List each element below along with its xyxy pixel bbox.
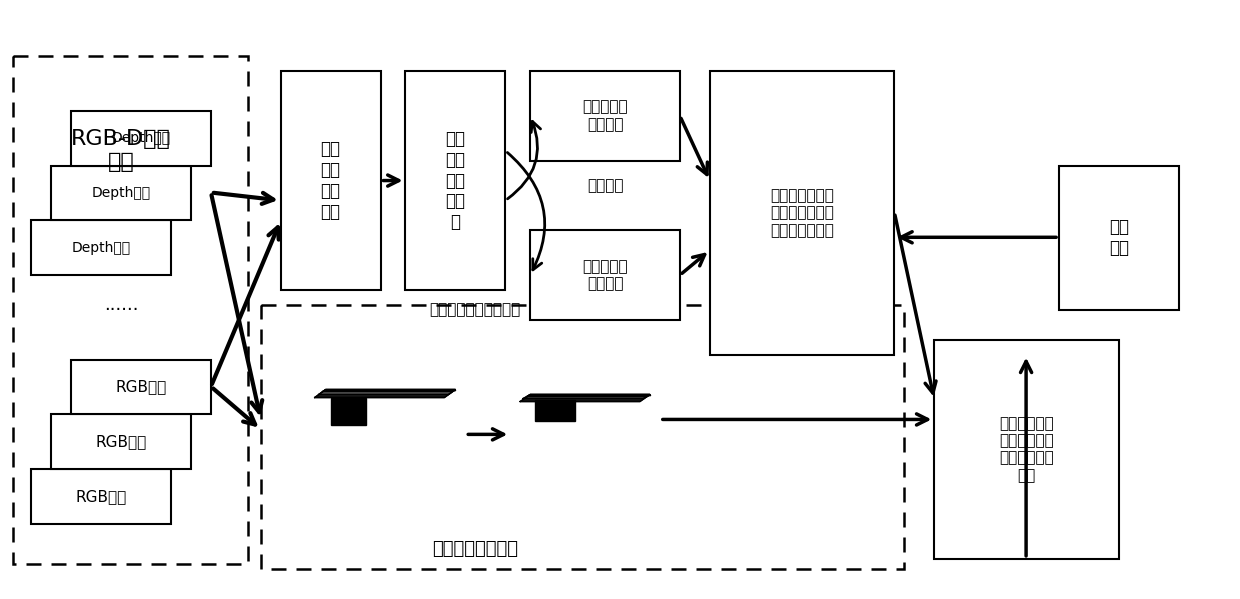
Text: 目标特征一
致性约束: 目标特征一 致性约束 <box>583 259 627 291</box>
Bar <box>71 111 211 166</box>
Text: 识别
指令: 识别 指令 <box>1109 219 1128 257</box>
Text: 局部识别区域快速分割: 局部识别区域快速分割 <box>430 302 521 317</box>
Text: Depth图像: Depth图像 <box>72 241 130 255</box>
Text: RGB图像: RGB图像 <box>95 434 146 449</box>
Bar <box>71 360 211 415</box>
Bar <box>405 71 505 290</box>
Bar <box>531 71 680 161</box>
Text: 基于置信度及
短时时空关联
的主要关键帧
选取: 基于置信度及 短时时空关联 的主要关键帧 选取 <box>999 416 1054 483</box>
Text: 单帧目标识别排序: 单帧目标识别排序 <box>433 540 518 558</box>
Bar <box>280 71 381 290</box>
Text: 目标位置一
致性约束: 目标位置一 致性约束 <box>583 99 627 132</box>
Bar <box>51 166 191 220</box>
Polygon shape <box>319 389 455 395</box>
Text: ......: ...... <box>104 296 139 314</box>
Bar <box>14 56 248 564</box>
Bar <box>1059 166 1179 310</box>
Bar <box>331 398 366 425</box>
Bar <box>51 415 191 469</box>
Text: Depth图像: Depth图像 <box>92 186 151 200</box>
Bar <box>31 469 171 524</box>
Text: 关键
特征
点对
提取: 关键 特征 点对 提取 <box>321 140 341 221</box>
Text: RGB图像: RGB图像 <box>76 489 126 504</box>
Polygon shape <box>523 395 650 398</box>
Text: Depth图像: Depth图像 <box>112 131 171 145</box>
Text: 定位感知: 定位感知 <box>587 178 624 193</box>
Text: RGB图像: RGB图像 <box>115 380 166 395</box>
Bar <box>260 305 904 568</box>
Bar <box>531 231 680 320</box>
Text: 基于长时时空关
联的局部前后帧
分割扩展及优化: 基于长时时空关 联的局部前后帧 分割扩展及优化 <box>770 188 835 238</box>
Bar <box>31 220 171 275</box>
Text: 视角
及相
机运
动估
计: 视角 及相 机运 动估 计 <box>445 130 465 231</box>
Polygon shape <box>527 395 650 397</box>
Polygon shape <box>315 389 455 398</box>
Bar <box>934 340 1118 559</box>
Bar <box>536 400 575 422</box>
Polygon shape <box>521 395 650 401</box>
Bar <box>709 71 894 355</box>
Polygon shape <box>322 389 455 392</box>
Text: RGB-D视频
序列: RGB-D视频 序列 <box>71 129 171 173</box>
